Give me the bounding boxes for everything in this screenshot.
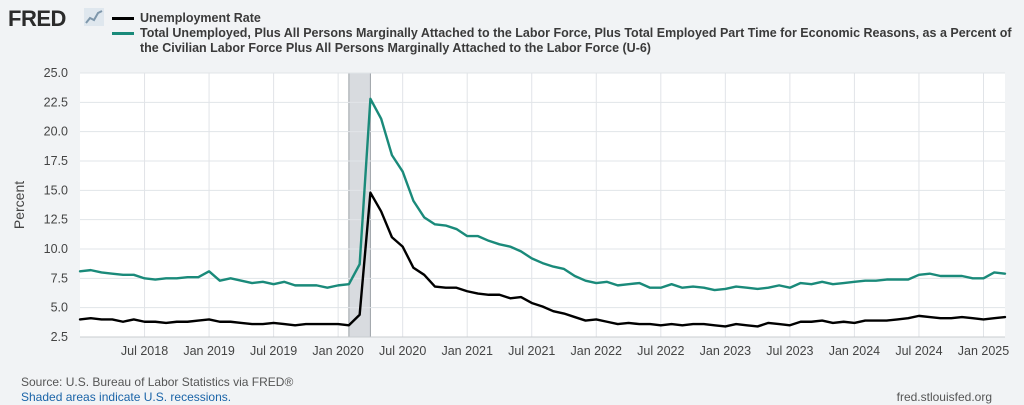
- x-tick-label: Jan 2019: [183, 344, 234, 358]
- x-tick-label: Jan 2022: [571, 344, 622, 358]
- x-tick-label: Jan 2024: [829, 344, 880, 358]
- series-line-unemployment-rate: [78, 191, 1007, 328]
- x-tick-label: Jan 2025: [958, 344, 1009, 358]
- legend-entry-unemployment-rate[interactable]: Unemployment Rate: [112, 11, 1012, 26]
- x-tick-label: Jul 2022: [637, 344, 684, 358]
- recession-band: [348, 73, 371, 337]
- y-tick-label: 20.0: [44, 125, 68, 139]
- x-tick-label: Jan 2023: [700, 344, 751, 358]
- y-tick-label: 10.0: [44, 242, 68, 256]
- y-tick-label: 2.5: [51, 330, 68, 344]
- x-tick-label: Jul 2018: [121, 344, 168, 358]
- fred-site-link[interactable]: fred.stlouisfed.org: [896, 390, 992, 404]
- legend-label: Total Unemployed, Plus All Persons Margi…: [140, 26, 1012, 55]
- y-tick-label: 25.0: [44, 66, 68, 80]
- legend-label: Unemployment Rate: [140, 11, 261, 25]
- legend-swatch-teal: [112, 32, 134, 35]
- x-tick-label: Jul 2019: [250, 344, 297, 358]
- source-text: Source: U.S. Bureau of Labor Statistics …: [21, 375, 294, 389]
- y-tick-label: 17.5: [44, 154, 68, 168]
- series-line-u6: [78, 97, 1007, 292]
- x-tick-label: Jul 2021: [508, 344, 555, 358]
- x-tick-label: Jul 2023: [766, 344, 813, 358]
- footer-source: Source: U.S. Bureau of Labor Statistics …: [21, 375, 293, 405]
- y-tick-label: 15.0: [44, 183, 68, 197]
- y-tick-label: 12.5: [44, 213, 68, 227]
- fred-chart-icon: [84, 8, 104, 26]
- x-tick-label: Jul 2020: [379, 344, 426, 358]
- x-tick-label: Jan 2020: [312, 344, 363, 358]
- y-tick-label: 5.0: [51, 301, 68, 315]
- chart-legend: Unemployment Rate Total Unemployed, Plus…: [112, 11, 1012, 56]
- y-tick-label: 22.5: [44, 95, 68, 109]
- y-tick-label: 7.5: [51, 271, 68, 285]
- x-tick-label: Jan 2021: [441, 344, 492, 358]
- recession-note-link[interactable]: Shaded areas indicate U.S. recessions.: [21, 390, 232, 404]
- y-axis-label: Percent: [11, 181, 27, 229]
- plot-area: [80, 73, 1005, 337]
- x-tick-label: Jul 2024: [895, 344, 942, 358]
- fred-logo[interactable]: FRED: [8, 6, 66, 31]
- legend-swatch-black: [112, 17, 134, 20]
- legend-entry-u6[interactable]: Total Unemployed, Plus All Persons Margi…: [112, 26, 1012, 56]
